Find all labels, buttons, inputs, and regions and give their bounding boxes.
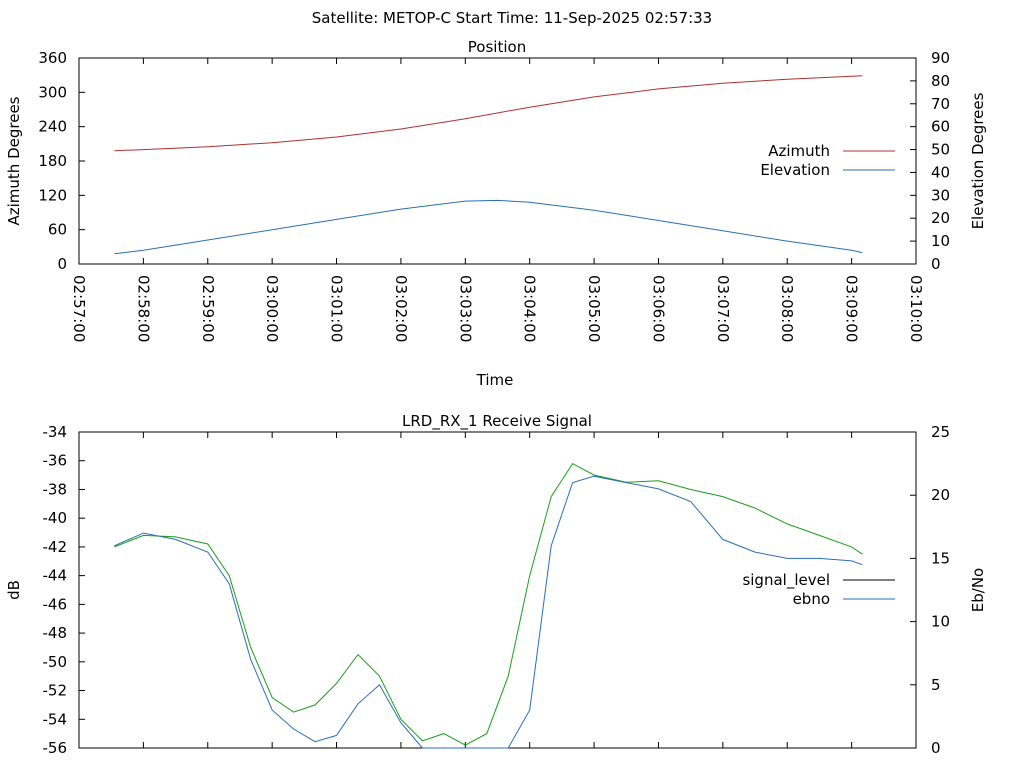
x-tick-label: 03:07:00 <box>714 275 732 342</box>
signal-y2-label: Eb/No <box>969 568 987 612</box>
page-title: Satellite: METOP-C Start Time: 11-Sep-20… <box>312 9 712 27</box>
position-legend: Azimuth Elevation <box>760 142 895 179</box>
signal-series <box>114 462 863 749</box>
legend-label-signal-level: signal_level <box>742 571 830 590</box>
x-tick-label: 03:09:00 <box>843 275 861 342</box>
y-tick-label: -56 <box>43 739 68 757</box>
position-chart-title: Position <box>468 38 526 56</box>
signal-y-axis: -56 -54 -52 -50 -48 -46 -44 -42 -40 -38 -36 -34 <box>43 423 85 757</box>
position-y2-label: Elevation Degrees <box>969 92 987 229</box>
x-tick-label: 03:08:00 <box>778 275 796 342</box>
x-tick-label: 03:10:00 <box>907 275 925 342</box>
y2-tick-label: 20 <box>931 209 950 227</box>
y-tick-label: -52 <box>43 682 68 700</box>
y2-tick-label: 0 <box>931 255 941 273</box>
x-tick-label: 03:02:00 <box>392 275 410 342</box>
y2-tick-label: 50 <box>931 141 950 159</box>
y2-tick-label: 80 <box>931 72 950 90</box>
signal-x-axis <box>78 432 917 748</box>
y-tick-label: 0 <box>57 255 67 273</box>
y2-tick-label: 15 <box>931 549 950 567</box>
y2-tick-label: 30 <box>931 186 950 204</box>
position-series <box>114 75 863 255</box>
y-tick-label: -54 <box>43 710 68 728</box>
y2-tick-label: 0 <box>931 739 941 757</box>
legend-label-ebno: ebno <box>793 590 830 608</box>
y2-tick-label: 25 <box>931 423 950 441</box>
x-tick-label: 03:04:00 <box>521 275 539 342</box>
series-line-ebno <box>114 475 863 749</box>
series-line-azimuth <box>114 75 863 152</box>
position-x-axis: 02:57:00 02:58:00 02:59:00 03:00:00 03:01:00… <box>70 58 925 342</box>
y-tick-label: 180 <box>38 152 67 170</box>
y-tick-label: -38 <box>43 480 68 498</box>
y2-tick-label: 70 <box>931 95 950 113</box>
x-tick-label: 03:05:00 <box>585 275 603 342</box>
x-tick-label: 03:00:00 <box>263 275 281 342</box>
y-tick-label: 120 <box>38 186 67 204</box>
x-tick-label: 03:01:00 <box>328 275 346 342</box>
y2-tick-label: 5 <box>931 676 941 694</box>
position-y-axis: 0 60 120 180 240 300 360 <box>38 49 85 273</box>
y2-tick-label: 40 <box>931 163 950 181</box>
y-tick-label: -36 <box>43 452 68 470</box>
position-y2-axis: 0 10 20 30 40 50 60 70 80 90 <box>910 49 950 273</box>
y-tick-label: 300 <box>38 83 67 101</box>
legend-label-azimuth: Azimuth <box>768 142 830 160</box>
y-tick-label: -48 <box>43 624 68 642</box>
signal-plot-frame <box>78 431 917 749</box>
y-tick-label: -42 <box>43 538 68 556</box>
y-tick-label: -50 <box>43 653 68 671</box>
y2-tick-label: 10 <box>931 232 950 250</box>
signal-y2-axis: 0 5 10 15 20 25 <box>910 423 950 757</box>
y-tick-label: -34 <box>43 423 68 441</box>
y-tick-label: 240 <box>38 118 67 136</box>
x-tick-label: 02:59:00 <box>199 275 217 342</box>
series-line-signal-level <box>114 462 863 746</box>
y-tick-label: -44 <box>43 567 68 585</box>
x-tick-label: 03:06:00 <box>649 275 667 342</box>
signal-chart-title: LRD_RX_1 Receive Signal <box>402 412 592 431</box>
signal-y-label: dB <box>5 580 23 600</box>
y-tick-label: 60 <box>48 221 67 239</box>
y-tick-label: 360 <box>38 49 67 67</box>
x-tick-label: 02:58:00 <box>134 275 152 342</box>
y2-tick-label: 10 <box>931 613 950 631</box>
position-x-label: Time <box>476 371 514 389</box>
series-line-elevation <box>114 199 863 255</box>
signal-chart: LRD_RX_1 Receive Signal -56-54-52-50-48-… <box>5 412 987 757</box>
y2-tick-label: 90 <box>931 49 950 67</box>
y2-tick-label: 20 <box>931 486 950 504</box>
y2-tick-label: 60 <box>931 118 950 136</box>
position-y-label: Azimuth Degrees <box>5 96 23 225</box>
x-tick-label: 02:57:00 <box>70 275 88 342</box>
position-chart: Position 02:57:00 02:58:00 02:59:00 03:00:0… <box>5 38 987 389</box>
y-tick-label: -40 <box>43 509 68 527</box>
y-tick-label: -46 <box>43 595 68 613</box>
signal-legend: signal_level ebno <box>742 571 895 608</box>
x-tick-label: 03:03:00 <box>456 275 474 342</box>
legend-label-elevation: Elevation <box>760 161 830 179</box>
